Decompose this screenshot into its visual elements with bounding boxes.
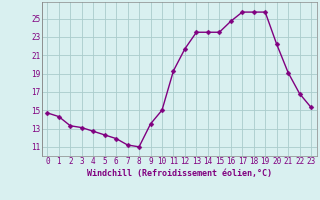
X-axis label: Windchill (Refroidissement éolien,°C): Windchill (Refroidissement éolien,°C) bbox=[87, 169, 272, 178]
